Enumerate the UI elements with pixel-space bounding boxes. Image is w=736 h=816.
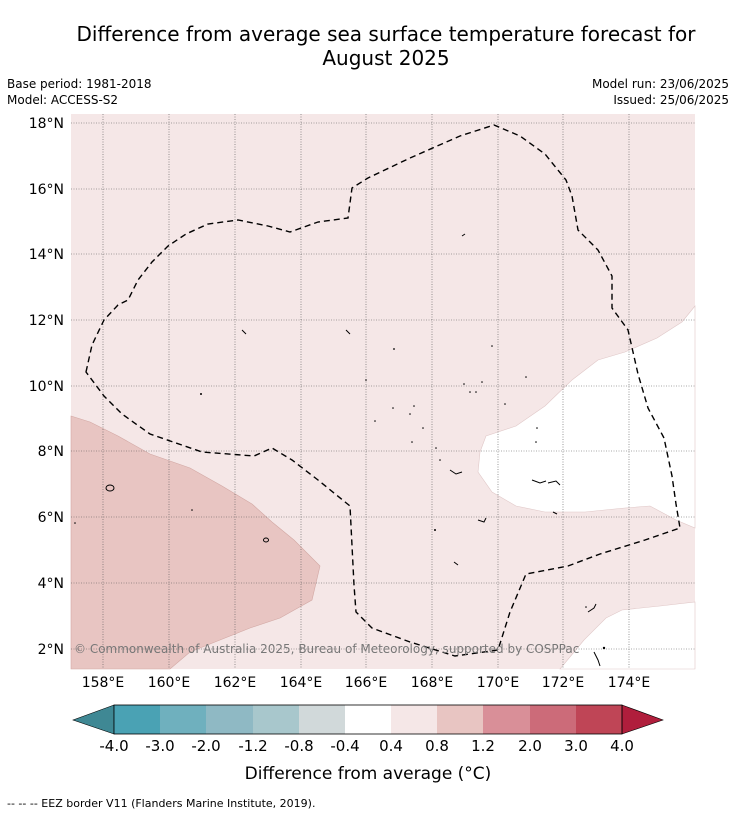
lat-label: 14°N — [29, 247, 64, 263]
lon-label: 158°E — [82, 675, 125, 691]
lat-label: 16°N — [29, 182, 64, 198]
island — [345, 329, 351, 335]
colorbar-ticks: -4.0 -3.0 -2.0 -1.2 -0.8 -0.4 0.4 0.8 1.… — [99, 737, 634, 755]
colorbar — [72, 704, 664, 735]
colorbar-tick: 1.2 — [471, 737, 495, 755]
lon-label: 174°E — [608, 675, 651, 691]
title-line-1: Difference from average sea surface temp… — [76, 22, 696, 46]
lon-label: 160°E — [148, 675, 191, 691]
colorbar-segment — [483, 705, 530, 734]
colorbar-outline — [113, 704, 623, 735]
colorbar-tick: -3.0 — [145, 737, 174, 755]
colorbar-segment — [345, 705, 391, 734]
model-text: Model: ACCESS-S2 — [7, 93, 119, 107]
issued-text: Issued: 25/06/2025 — [613, 93, 729, 107]
colorbar-segment — [530, 705, 576, 734]
lon-labels: 158°E 160°E 162°E 164°E 166°E 168°E 170°… — [82, 675, 651, 691]
island — [531, 479, 547, 484]
colorbar-label: Difference from average (°C) — [244, 764, 492, 784]
island — [547, 480, 561, 486]
island — [587, 603, 597, 613]
colorbar-tick: -2.0 — [191, 737, 220, 755]
colorbar-segment — [253, 705, 299, 734]
neutral-anomaly-region — [477, 305, 696, 529]
gridlines — [71, 114, 695, 669]
island — [449, 469, 463, 475]
warm-anomaly-region — [70, 415, 321, 670]
island — [241, 329, 247, 335]
colorbar-segment — [160, 705, 206, 734]
colorbar-arrow-left — [72, 704, 115, 735]
colorbar-tick: -0.8 — [284, 737, 313, 755]
eez-legend-note: -- -- -- EEZ border V11 (Flanders Marine… — [7, 797, 316, 810]
colorbar-tick: 2.0 — [518, 737, 542, 755]
chart-title: Difference from average sea surface temp… — [36, 22, 736, 70]
copyright-text: © Commonwealth of Australia 2025, Bureau… — [74, 642, 579, 656]
colorbar-tick: 0.4 — [379, 737, 403, 755]
lat-label: 10°N — [29, 379, 64, 395]
island — [263, 537, 269, 543]
colorbar-tick: 0.8 — [425, 737, 449, 755]
colorbar-tick: -0.4 — [330, 737, 359, 755]
lat-label: 8°N — [38, 444, 64, 460]
island — [453, 561, 459, 566]
colorbar-tick: -4.0 — [99, 737, 128, 755]
island — [593, 651, 601, 667]
colorbar-tick: 4.0 — [610, 737, 634, 755]
colorbar-segment — [391, 705, 437, 734]
islet-dots — [74, 345, 606, 650]
lat-label: 2°N — [38, 642, 64, 658]
islands — [105, 233, 601, 667]
colorbar-tick: -1.2 — [238, 737, 267, 755]
island — [105, 484, 115, 492]
base-period-text: Base period: 1981-2018 — [7, 77, 152, 91]
colorbar-tick: 3.0 — [564, 737, 588, 755]
colorbar-segment — [206, 705, 253, 734]
island — [552, 511, 558, 515]
title-line-2: August 2025 — [322, 46, 450, 70]
lon-label: 170°E — [477, 675, 520, 691]
colorbar-arrow-right — [621, 704, 664, 735]
colorbar-segment — [576, 705, 622, 734]
colorbar-segment — [114, 705, 160, 734]
lon-label: 164°E — [280, 675, 323, 691]
meta-left: Base period: 1981-2018 Model: ACCESS-S2 — [7, 76, 152, 108]
lon-label: 172°E — [542, 675, 585, 691]
island — [477, 517, 487, 523]
island — [461, 233, 466, 237]
eez-border — [85, 124, 681, 657]
lat-label: 18°N — [29, 116, 64, 132]
lon-label: 166°E — [345, 675, 388, 691]
lat-label: 12°N — [29, 313, 64, 329]
lat-label: 6°N — [38, 510, 64, 526]
lon-label: 162°E — [214, 675, 257, 691]
colorbar-segment — [299, 705, 345, 734]
meta-right: Model run: 23/06/2025 Issued: 25/06/2025 — [592, 76, 729, 108]
model-run-text: Model run: 23/06/2025 — [591, 77, 729, 91]
lat-labels: 18°N 16°N 14°N 12°N 10°N 8°N 6°N 4°N 2°N — [29, 116, 64, 658]
lat-label: 4°N — [38, 576, 64, 592]
lon-label: 168°E — [411, 675, 454, 691]
colorbar-segment — [437, 705, 483, 734]
